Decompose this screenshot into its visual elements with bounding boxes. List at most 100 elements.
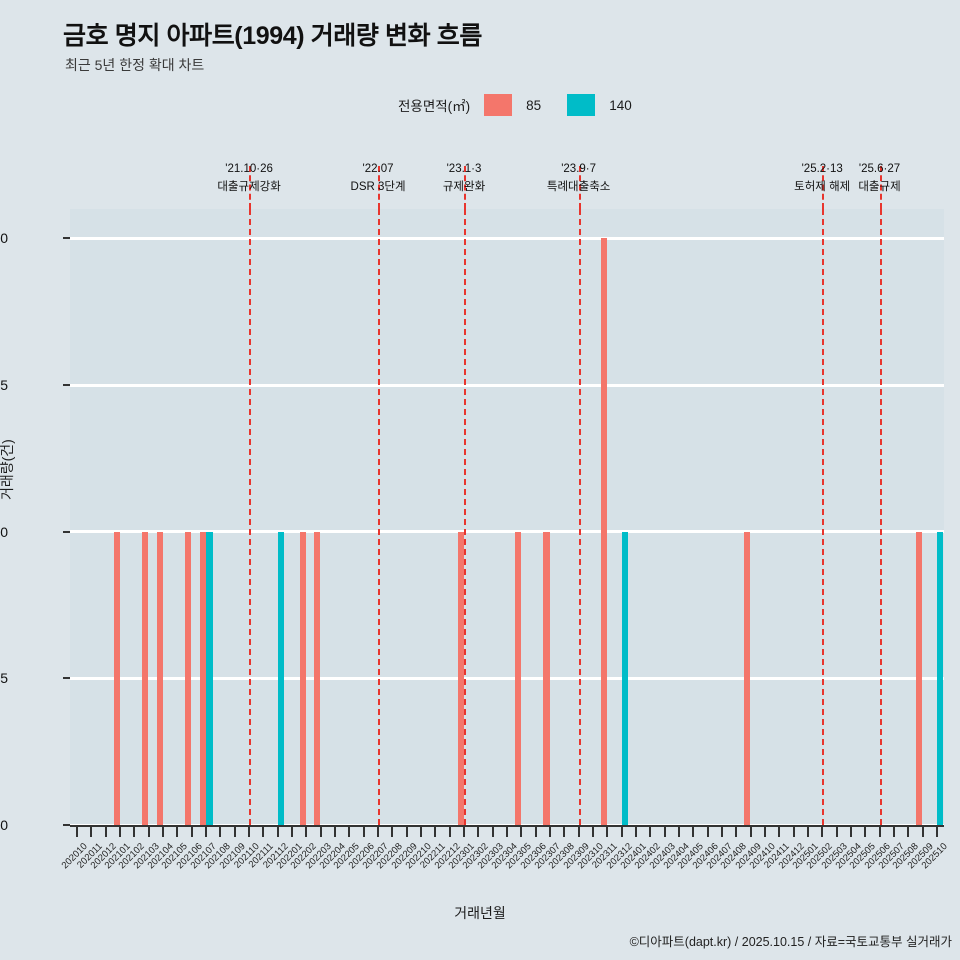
annotation-date: '25.6·27 [858, 163, 901, 175]
x-tick-mark [591, 826, 594, 837]
annotation-line-extension [378, 166, 381, 209]
legend-swatch-140 [567, 94, 596, 116]
x-tick-mark [262, 826, 265, 837]
annotation-text: 대출규제강화 [217, 180, 281, 193]
legend-title: 전용면적(㎡) [398, 99, 471, 114]
x-tick-mark [176, 826, 179, 837]
x-tick-mark [606, 826, 609, 837]
x-tick-mark [506, 826, 508, 837]
chart-legend: 전용면적(㎡) 85 140 [398, 94, 632, 116]
y-tick-label: 1.0 [0, 523, 8, 540]
annotation-line [378, 209, 381, 825]
annotation-text: 규제완화 [442, 180, 486, 193]
bar [937, 531, 944, 825]
y-tick-label: 1.5 [0, 377, 8, 393]
annotation-text: 대출규제 [858, 180, 901, 193]
x-tick-mark [778, 826, 781, 837]
x-tick-mark [677, 826, 680, 837]
annotation-label: '25.2·13 토허제 해제 [794, 161, 850, 197]
legend-label-140: 140 [609, 97, 632, 113]
bar [278, 531, 285, 825]
x-tick-mark [90, 826, 93, 837]
bar [457, 531, 464, 825]
y-tick-label: 0.0 [0, 817, 8, 833]
annotation-line-extension [578, 166, 581, 209]
annotation-line [578, 209, 581, 825]
x-tick-mark [878, 826, 881, 837]
annotation-date: '22.07 [362, 163, 394, 175]
page-title: 금호 명지 아파트(1994) 거래량 변화 흐름 [63, 22, 482, 50]
x-tick-mark [291, 826, 294, 837]
x-tick-mark [334, 826, 337, 837]
x-tick-mark [749, 826, 752, 837]
x-tick-mark [119, 826, 122, 837]
annotation-line [464, 209, 467, 825]
y-tick-mark [63, 384, 70, 386]
y-axis-label: 거래량(건) [0, 439, 15, 500]
x-tick-mark [935, 826, 938, 837]
x-tick-mark [233, 826, 236, 837]
gridline [70, 530, 944, 534]
y-tick-label: 0.5 [0, 670, 8, 687]
x-tick-mark [663, 826, 666, 837]
annotation-line-extension [822, 166, 825, 209]
annotation-line [879, 209, 882, 825]
x-tick-mark [520, 826, 523, 837]
bar [514, 531, 521, 825]
annotation-line-extension [249, 166, 252, 209]
x-tick-mark [377, 826, 380, 837]
annotation-label: '23.1·3 규제완화 [443, 161, 485, 197]
annotation-date: '23.9·7 [561, 163, 597, 175]
bar [206, 531, 213, 825]
x-tick-mark [477, 826, 480, 837]
x-tick-mark [806, 826, 809, 837]
annotation-label: '21.10·26 대출규제강화 [217, 161, 280, 197]
x-tick-mark [735, 826, 738, 837]
bar [744, 531, 751, 825]
x-tick-mark [133, 826, 136, 837]
x-tick-mark [319, 826, 322, 837]
x-tick-mark [548, 826, 551, 837]
annotation-label: '25.6·27 대출규제 [858, 161, 900, 197]
bar [916, 531, 923, 825]
y-tick-mark [63, 824, 70, 826]
bar [156, 531, 163, 825]
x-tick-mark [792, 826, 795, 837]
bar [299, 531, 307, 825]
x-tick-mark [821, 826, 824, 837]
annotation-date: '25.2·13 [801, 163, 843, 175]
x-tick-mark [634, 826, 637, 837]
x-axis-label: 거래년월 [454, 905, 506, 921]
annotation-label: '22.07 DSR 3단계 [351, 161, 406, 197]
x-tick-mark [276, 826, 279, 837]
x-tick-mark [892, 826, 895, 837]
annotation-text: 토허제 해제 [794, 180, 851, 193]
gridline [70, 676, 944, 680]
y-tick-mark [63, 677, 70, 680]
chart-plot-area [70, 209, 944, 827]
x-tick-mark [162, 826, 165, 837]
bar [600, 238, 607, 825]
x-tick-mark [692, 826, 695, 837]
x-tick-mark [104, 826, 107, 837]
bar [185, 531, 192, 825]
y-tick-mark [63, 530, 70, 533]
annotation-text: 특례대출축소 [546, 180, 611, 193]
x-tick-mark [577, 826, 580, 837]
bar [543, 531, 550, 825]
x-tick-mark [448, 826, 451, 837]
x-tick-mark [248, 826, 251, 837]
annotation-line-extension [464, 166, 467, 209]
annotation-label: '23.9·7 특례대출축소 [547, 161, 610, 197]
bar [142, 531, 149, 825]
x-tick-mark [205, 826, 208, 837]
x-tick-mark [649, 826, 652, 837]
annotation-line [249, 209, 252, 825]
gridline [70, 236, 944, 240]
page-subtitle: 최근 5년 한정 확대 차트 [65, 57, 205, 73]
annotation-date: '23.1·3 [446, 163, 482, 175]
x-tick-mark [420, 826, 423, 837]
footer-credit: ©디아파트(dapt.kr) / 2025.10.15 / 자료=국토교통부 실… [629, 935, 952, 949]
x-tick-mark [907, 826, 910, 837]
bar [199, 531, 206, 825]
